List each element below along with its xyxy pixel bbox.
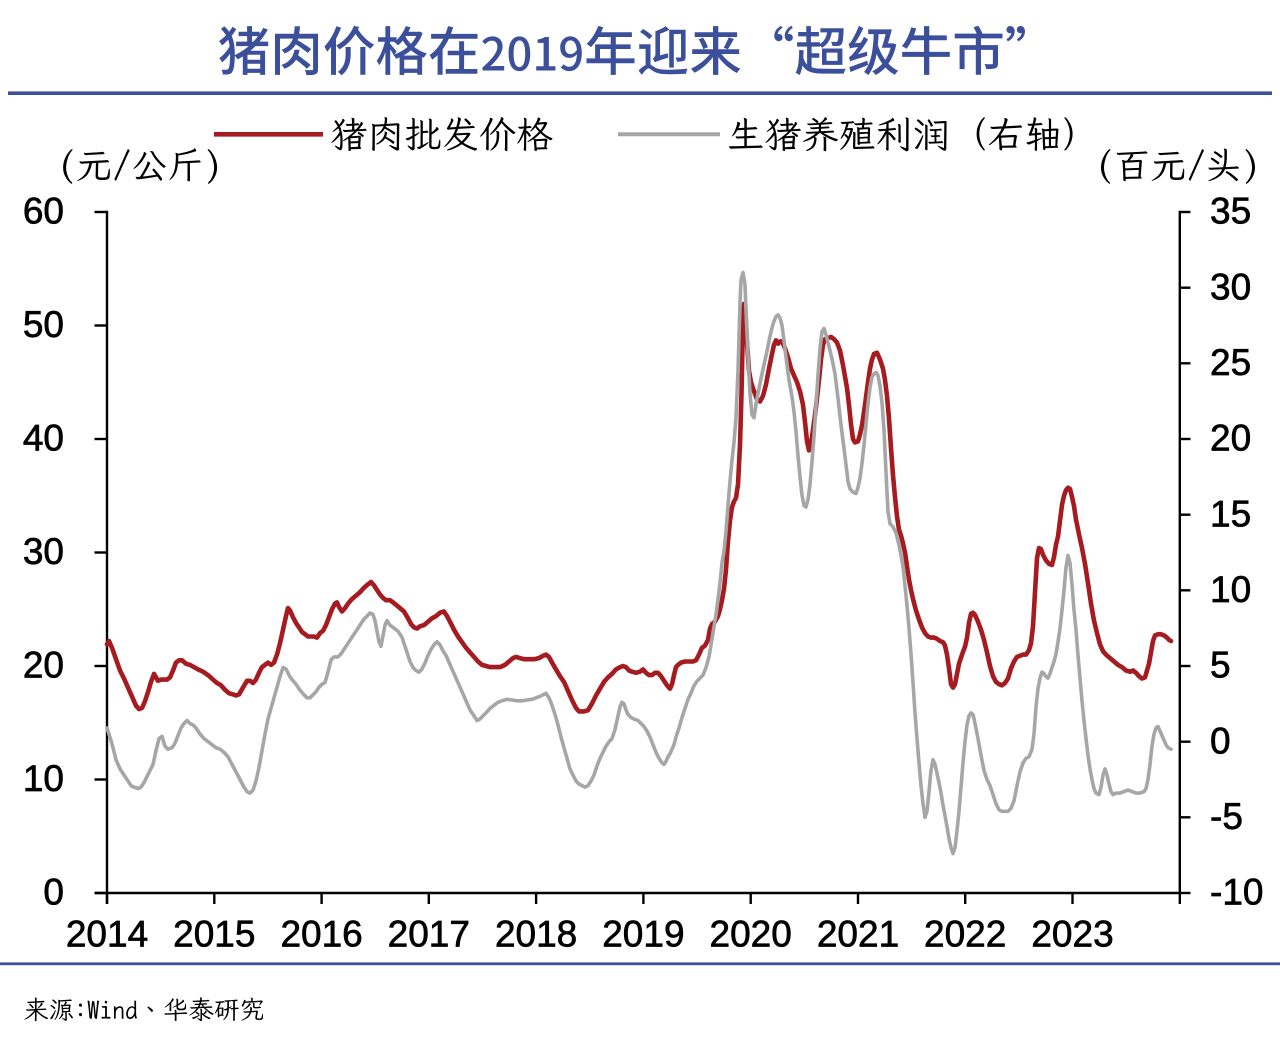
svg-text:10: 10 (1210, 569, 1251, 610)
svg-text:10: 10 (23, 758, 64, 799)
svg-text:5: 5 (1210, 645, 1231, 686)
svg-text:20: 20 (23, 645, 64, 686)
svg-text:20: 20 (1210, 418, 1251, 459)
svg-text:0: 0 (43, 872, 64, 913)
svg-text:2018: 2018 (495, 914, 577, 955)
svg-text:2017: 2017 (388, 914, 470, 955)
svg-text:2019: 2019 (602, 914, 684, 955)
svg-text:60: 60 (23, 191, 64, 232)
svg-text:-10: -10 (1210, 872, 1263, 913)
svg-text:30: 30 (1210, 266, 1251, 307)
svg-text:0: 0 (1210, 720, 1231, 761)
svg-text:2014: 2014 (66, 914, 148, 955)
svg-text:2021: 2021 (817, 914, 899, 955)
svg-text:50: 50 (23, 304, 64, 345)
svg-text:15: 15 (1210, 493, 1251, 534)
svg-text:2022: 2022 (924, 914, 1006, 955)
svg-text:25: 25 (1210, 342, 1251, 383)
svg-text:30: 30 (23, 531, 64, 572)
svg-text:40: 40 (23, 418, 64, 459)
svg-text:-5: -5 (1210, 796, 1243, 837)
svg-text:2020: 2020 (710, 914, 792, 955)
svg-text:35: 35 (1210, 191, 1251, 232)
svg-text:2015: 2015 (173, 914, 255, 955)
svg-text:2023: 2023 (1031, 914, 1113, 955)
svg-text:2016: 2016 (280, 914, 362, 955)
